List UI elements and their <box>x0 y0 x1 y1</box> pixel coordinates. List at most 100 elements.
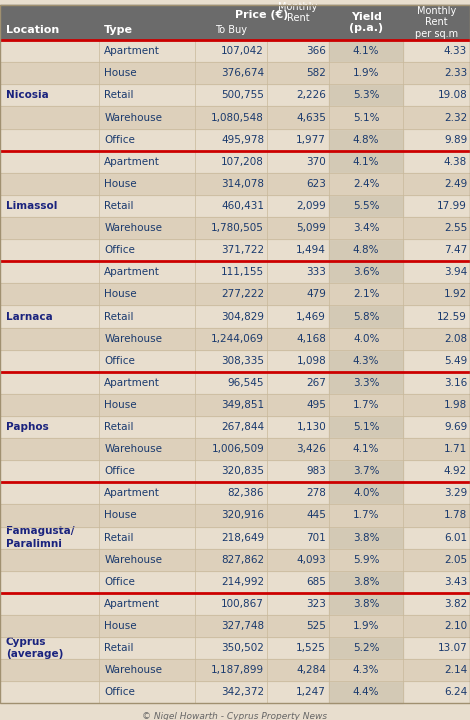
Text: Apartment: Apartment <box>104 488 160 498</box>
Bar <box>0 549 470 571</box>
Text: 1.9%: 1.9% <box>353 68 379 78</box>
Text: 2.32: 2.32 <box>444 112 467 122</box>
Text: Apartment: Apartment <box>104 599 160 609</box>
Text: 366: 366 <box>306 46 326 56</box>
Text: 5.1%: 5.1% <box>353 422 379 432</box>
Text: 342,372: 342,372 <box>221 688 264 698</box>
Text: 6.01: 6.01 <box>444 533 467 543</box>
Text: House: House <box>104 510 137 521</box>
Text: 1,469: 1,469 <box>296 312 326 322</box>
Text: Office: Office <box>104 135 135 145</box>
Text: 7.47: 7.47 <box>444 246 467 255</box>
Bar <box>0 505 470 526</box>
Text: 111,155: 111,155 <box>221 267 264 277</box>
Text: Warehouse: Warehouse <box>104 444 162 454</box>
Text: 2,226: 2,226 <box>296 91 326 100</box>
Text: Office: Office <box>104 688 135 698</box>
Text: 4,635: 4,635 <box>296 112 326 122</box>
Text: 5.8%: 5.8% <box>353 312 379 322</box>
Text: 525: 525 <box>306 621 326 631</box>
Text: 2.10: 2.10 <box>444 621 467 631</box>
Text: Warehouse: Warehouse <box>104 665 162 675</box>
Text: Office: Office <box>104 577 135 587</box>
Text: 4.8%: 4.8% <box>353 246 379 255</box>
Bar <box>329 40 403 703</box>
Text: 314,078: 314,078 <box>221 179 264 189</box>
Text: 4.33: 4.33 <box>444 46 467 56</box>
Text: 9.69: 9.69 <box>444 422 467 432</box>
Text: 1,494: 1,494 <box>296 246 326 255</box>
Text: 96,545: 96,545 <box>227 378 264 388</box>
Text: 479: 479 <box>306 289 326 300</box>
Text: Warehouse: Warehouse <box>104 554 162 564</box>
Text: Famagusta/
Paralimni: Famagusta/ Paralimni <box>6 526 74 549</box>
Text: 371,722: 371,722 <box>221 246 264 255</box>
Text: © Nigel Howarth - Cyprus Property News: © Nigel Howarth - Cyprus Property News <box>142 712 328 720</box>
Text: House: House <box>104 400 137 410</box>
Text: 4.1%: 4.1% <box>353 46 379 56</box>
Text: 495: 495 <box>306 400 326 410</box>
Bar <box>0 62 470 84</box>
Text: Warehouse: Warehouse <box>104 223 162 233</box>
Text: 3.8%: 3.8% <box>353 577 379 587</box>
Text: 320,835: 320,835 <box>221 467 264 476</box>
Text: House: House <box>104 179 137 189</box>
Text: 4.1%: 4.1% <box>353 444 379 454</box>
Text: 214,992: 214,992 <box>221 577 264 587</box>
Text: 333: 333 <box>306 267 326 277</box>
Text: 685: 685 <box>306 577 326 587</box>
Text: 2.33: 2.33 <box>444 68 467 78</box>
Text: Apartment: Apartment <box>104 267 160 277</box>
Text: 6.24: 6.24 <box>444 688 467 698</box>
Text: 3.16: 3.16 <box>444 378 467 388</box>
Text: 2.08: 2.08 <box>444 333 467 343</box>
Text: House: House <box>104 289 137 300</box>
Text: 308,335: 308,335 <box>221 356 264 366</box>
Text: 5.5%: 5.5% <box>353 201 379 211</box>
Text: 107,208: 107,208 <box>221 157 264 167</box>
Text: 12.59: 12.59 <box>437 312 467 322</box>
Text: 2.49: 2.49 <box>444 179 467 189</box>
Bar <box>0 107 470 129</box>
Text: 1.92: 1.92 <box>444 289 467 300</box>
Text: House: House <box>104 621 137 631</box>
Text: 4,093: 4,093 <box>297 554 326 564</box>
Text: 1.98: 1.98 <box>444 400 467 410</box>
Text: 460,431: 460,431 <box>221 201 264 211</box>
Text: Cyprus
(average): Cyprus (average) <box>6 637 63 660</box>
Text: 3.6%: 3.6% <box>353 267 379 277</box>
Text: 2.1%: 2.1% <box>353 289 379 300</box>
Bar <box>0 660 470 681</box>
Text: 3.8%: 3.8% <box>353 599 379 609</box>
Text: 5.9%: 5.9% <box>353 554 379 564</box>
Text: 3.82: 3.82 <box>444 599 467 609</box>
Text: 495,978: 495,978 <box>221 135 264 145</box>
Text: 4.8%: 4.8% <box>353 135 379 145</box>
Text: 277,222: 277,222 <box>221 289 264 300</box>
Text: 1,187,899: 1,187,899 <box>211 665 264 675</box>
Text: Paphos: Paphos <box>6 422 48 432</box>
Text: 3,426: 3,426 <box>296 444 326 454</box>
Bar <box>0 284 470 305</box>
Text: 1,006,509: 1,006,509 <box>212 444 264 454</box>
Text: 327,748: 327,748 <box>221 621 264 631</box>
Text: Retail: Retail <box>104 643 134 653</box>
Text: Office: Office <box>104 246 135 255</box>
Text: 445: 445 <box>306 510 326 521</box>
Text: 1.7%: 1.7% <box>353 400 379 410</box>
Text: 827,862: 827,862 <box>221 554 264 564</box>
Text: 267: 267 <box>306 378 326 388</box>
Text: 3.7%: 3.7% <box>353 467 379 476</box>
Text: 1,977: 1,977 <box>296 135 326 145</box>
Text: 267,844: 267,844 <box>221 422 264 432</box>
Text: 4.1%: 4.1% <box>353 157 379 167</box>
Text: Nicosia: Nicosia <box>6 91 48 100</box>
Text: 1,525: 1,525 <box>296 643 326 653</box>
Text: 1,098: 1,098 <box>297 356 326 366</box>
Text: 4,168: 4,168 <box>296 333 326 343</box>
Text: 2,099: 2,099 <box>297 201 326 211</box>
Text: 2.05: 2.05 <box>444 554 467 564</box>
Text: Apartment: Apartment <box>104 46 160 56</box>
Text: 2.55: 2.55 <box>444 223 467 233</box>
Text: 4.0%: 4.0% <box>353 488 379 498</box>
